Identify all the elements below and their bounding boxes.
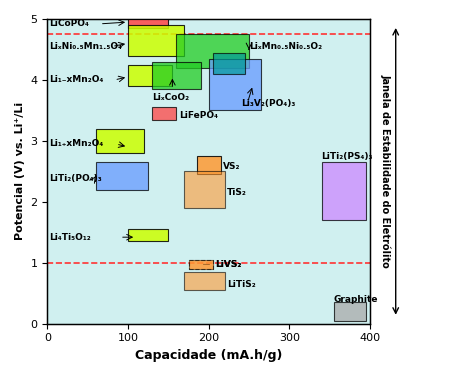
Text: VS₂: VS₂ (223, 162, 241, 171)
X-axis label: Capacidade (mA.h/g): Capacidade (mA.h/g) (135, 349, 282, 362)
FancyBboxPatch shape (197, 156, 221, 175)
Text: LiₓNi₀.₅Mn₁.₅O₄: LiₓNi₀.₅Mn₁.₅O₄ (49, 42, 122, 51)
Text: TiS₂: TiS₂ (227, 188, 247, 197)
Text: LiₓMn₀.₅Ni₀.₅O₂: LiₓMn₀.₅Ni₀.₅O₂ (249, 42, 322, 51)
Text: LiFePO₄: LiFePO₄ (179, 111, 218, 120)
Text: Graphite: Graphite (333, 295, 378, 304)
FancyBboxPatch shape (128, 25, 184, 55)
Text: LiTiS₂: LiTiS₂ (227, 280, 256, 289)
Text: LiTi₂(PO₄)₃: LiTi₂(PO₄)₃ (49, 174, 102, 183)
FancyBboxPatch shape (128, 65, 172, 86)
Y-axis label: Potencial (V) vs. Li⁺/Li: Potencial (V) vs. Li⁺/Li (15, 102, 25, 241)
Text: LiTi₂(PS₄)₃: LiTi₂(PS₄)₃ (322, 152, 373, 161)
FancyBboxPatch shape (128, 13, 168, 28)
Text: LiCoPO₄: LiCoPO₄ (49, 19, 89, 28)
FancyBboxPatch shape (322, 162, 366, 220)
FancyBboxPatch shape (213, 52, 245, 74)
FancyBboxPatch shape (189, 260, 213, 269)
Text: LiₓCoO₂: LiₓCoO₂ (152, 92, 189, 101)
FancyBboxPatch shape (152, 62, 201, 89)
FancyBboxPatch shape (96, 162, 148, 190)
Text: Li₄Ti₅O₁₂: Li₄Ti₅O₁₂ (49, 233, 91, 242)
FancyBboxPatch shape (176, 34, 249, 68)
Text: Li₃V₂(PO₄)₃: Li₃V₂(PO₄)₃ (241, 99, 295, 107)
FancyBboxPatch shape (184, 172, 225, 208)
FancyBboxPatch shape (184, 272, 225, 290)
FancyBboxPatch shape (189, 260, 213, 269)
FancyBboxPatch shape (333, 302, 366, 321)
Y-axis label: Janela de Estabilidade do Eletrólito: Janela de Estabilidade do Eletrólito (381, 75, 392, 268)
FancyBboxPatch shape (96, 129, 144, 153)
FancyBboxPatch shape (128, 229, 168, 241)
Text: LiVS₂: LiVS₂ (215, 260, 242, 269)
Text: LiVS₂: LiVS₂ (203, 260, 242, 269)
Text: Li₁₋xMn₂O₄: Li₁₋xMn₂O₄ (49, 75, 104, 84)
FancyBboxPatch shape (152, 107, 176, 120)
FancyBboxPatch shape (209, 58, 261, 110)
Text: Li₁₊xMn₂O₄: Li₁₊xMn₂O₄ (49, 139, 103, 149)
